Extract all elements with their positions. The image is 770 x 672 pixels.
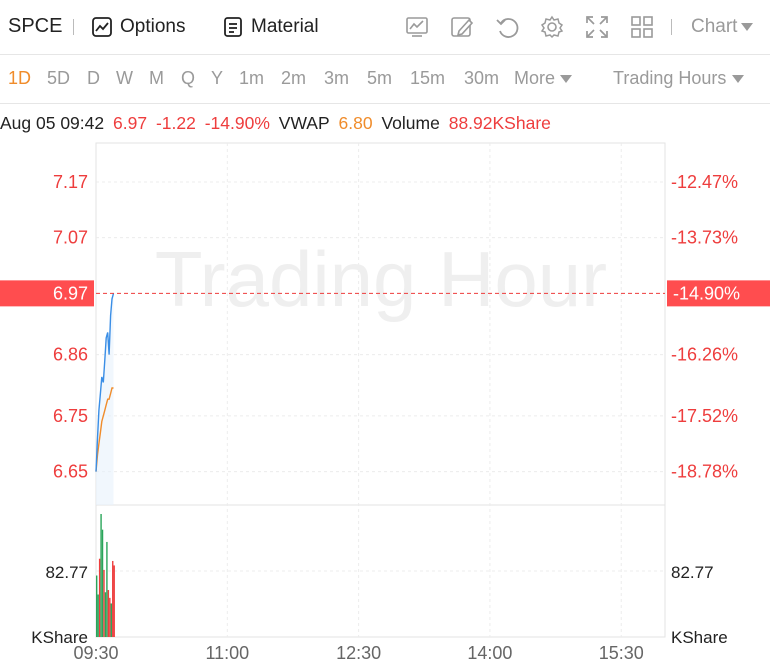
volume-unit-left: KShare — [31, 628, 88, 647]
time-tick: 14:00 — [467, 643, 512, 663]
quote-change-pct: -14.90% — [204, 113, 270, 133]
volume-bar — [98, 558, 101, 637]
time-tick: 09:30 — [73, 643, 118, 663]
more-periods-dropdown[interactable]: More — [514, 68, 573, 89]
pct-tick-right: -13.73% — [671, 228, 738, 248]
price-area — [96, 293, 114, 505]
chevron-down-icon — [741, 23, 754, 31]
chart-type-dropdown[interactable]: Chart — [691, 16, 754, 38]
vwap-line — [95, 387, 114, 472]
time-tick: 15:30 — [599, 643, 644, 663]
volume-value: 88.92KShare — [448, 113, 551, 133]
volume-bar — [101, 529, 104, 637]
undo-icon[interactable] — [494, 14, 520, 40]
period-d[interactable]: D — [87, 68, 100, 88]
time-tick: 11:00 — [205, 643, 249, 663]
current-price-tag-label: 6.97 — [53, 283, 88, 303]
price-tick-left: 7.17 — [53, 172, 88, 192]
current-pct-tag-label: -14.90% — [673, 283, 740, 303]
pct-tick-right: -16.26% — [671, 345, 738, 365]
vwap-value: 6.80 — [338, 113, 373, 133]
volume-bar — [113, 565, 115, 637]
volume-bar — [110, 603, 112, 637]
more-label: More — [514, 68, 556, 88]
volume-unit-right: KShare — [671, 628, 728, 647]
period-1d[interactable]: 1D — [8, 68, 32, 88]
chevron-down-icon — [560, 74, 573, 83]
period-q[interactable]: Q — [181, 68, 196, 88]
volume-bar — [104, 592, 107, 637]
plot-frame — [95, 142, 666, 638]
period-1m[interactable]: 1m — [239, 68, 265, 88]
document-icon — [224, 17, 242, 37]
period-y[interactable]: Y — [211, 68, 224, 88]
period-selector: 1D 5D D W M Q Y 1m 2m 3m 5m 15m 30m More… — [0, 55, 770, 104]
price-tick-left: 6.75 — [53, 406, 88, 426]
period-5m[interactable]: 5m — [367, 68, 393, 88]
price-tick-left: 7.07 — [53, 228, 88, 248]
options-chart-icon — [92, 17, 112, 37]
indicator-icon[interactable] — [404, 14, 430, 40]
pct-tick-right: -18.78% — [671, 462, 738, 482]
price-lines — [95, 293, 115, 505]
quote-datetime: Aug 05 09:42 — [0, 113, 105, 133]
trading-hours-dropdown[interactable]: Trading Hours — [613, 68, 745, 89]
period-3m[interactable]: 3m — [324, 68, 350, 88]
period-5d[interactable]: 5D — [47, 68, 71, 88]
chart-type-label: Chart — [691, 16, 738, 37]
price-tick-left: 6.65 — [53, 462, 88, 482]
options-button[interactable]: Options — [91, 13, 185, 41]
toolbar-divider — [73, 19, 74, 35]
volume-bar — [106, 541, 108, 637]
period-2m[interactable]: 2m — [281, 68, 307, 88]
watermark: Trading Hour — [155, 235, 607, 323]
period-30m[interactable]: 30m — [464, 68, 500, 88]
volume-bars — [96, 514, 115, 637]
ticker-symbol[interactable]: SPCE — [8, 15, 63, 37]
volume-bar — [103, 569, 105, 637]
current-pct-tag — [667, 280, 770, 307]
quote-price: 6.97 — [113, 113, 148, 133]
volume-bar — [112, 560, 114, 637]
price-tick-left: 6.86 — [53, 345, 88, 365]
quote-change: -1.22 — [155, 113, 196, 133]
period-15m[interactable]: 15m — [410, 68, 446, 88]
period-m[interactable]: M — [149, 68, 164, 88]
material-label: Material — [251, 16, 319, 37]
volume-tick-left: 82.77 — [45, 563, 88, 582]
volume-label: Volume — [381, 113, 440, 133]
draw-icon[interactable] — [449, 14, 475, 40]
volume-bar — [109, 597, 111, 637]
period-w[interactable]: W — [116, 68, 133, 88]
top-toolbar: SPCE Options Material — [0, 0, 770, 55]
volume-bar — [107, 590, 110, 637]
volume-bar — [100, 514, 102, 637]
pct-tick-right: -17.52% — [671, 406, 738, 426]
price-line — [95, 293, 115, 472]
quote-info-line: Aug 05 09:42 6.97 -1.22 -14.90% VWAP 6.8… — [0, 113, 555, 134]
volume-bar — [96, 575, 98, 637]
settings-icon[interactable] — [539, 14, 565, 40]
time-tick: 12:30 — [336, 643, 381, 663]
current-price-tag — [0, 280, 94, 307]
layout-grid-icon[interactable] — [629, 14, 655, 40]
material-button[interactable]: Material — [222, 13, 319, 41]
chart-grid — [95, 142, 666, 638]
volume-bar — [97, 594, 99, 637]
pct-tick-right: -12.47% — [671, 172, 738, 192]
fullscreen-icon[interactable] — [584, 14, 610, 40]
toolbar-divider — [671, 19, 672, 35]
chart-axes: 7.17 -12.47% 7.07 -13.73% 6.86 -16.26% 6.75 -17… — [0, 172, 770, 663]
trading-hours-label: Trading Hours — [613, 68, 727, 88]
chevron-down-icon — [732, 74, 745, 83]
volume-tick-right: 82.77 — [671, 563, 714, 582]
options-label: Options — [120, 16, 186, 37]
vwap-label: VWAP — [278, 113, 330, 133]
